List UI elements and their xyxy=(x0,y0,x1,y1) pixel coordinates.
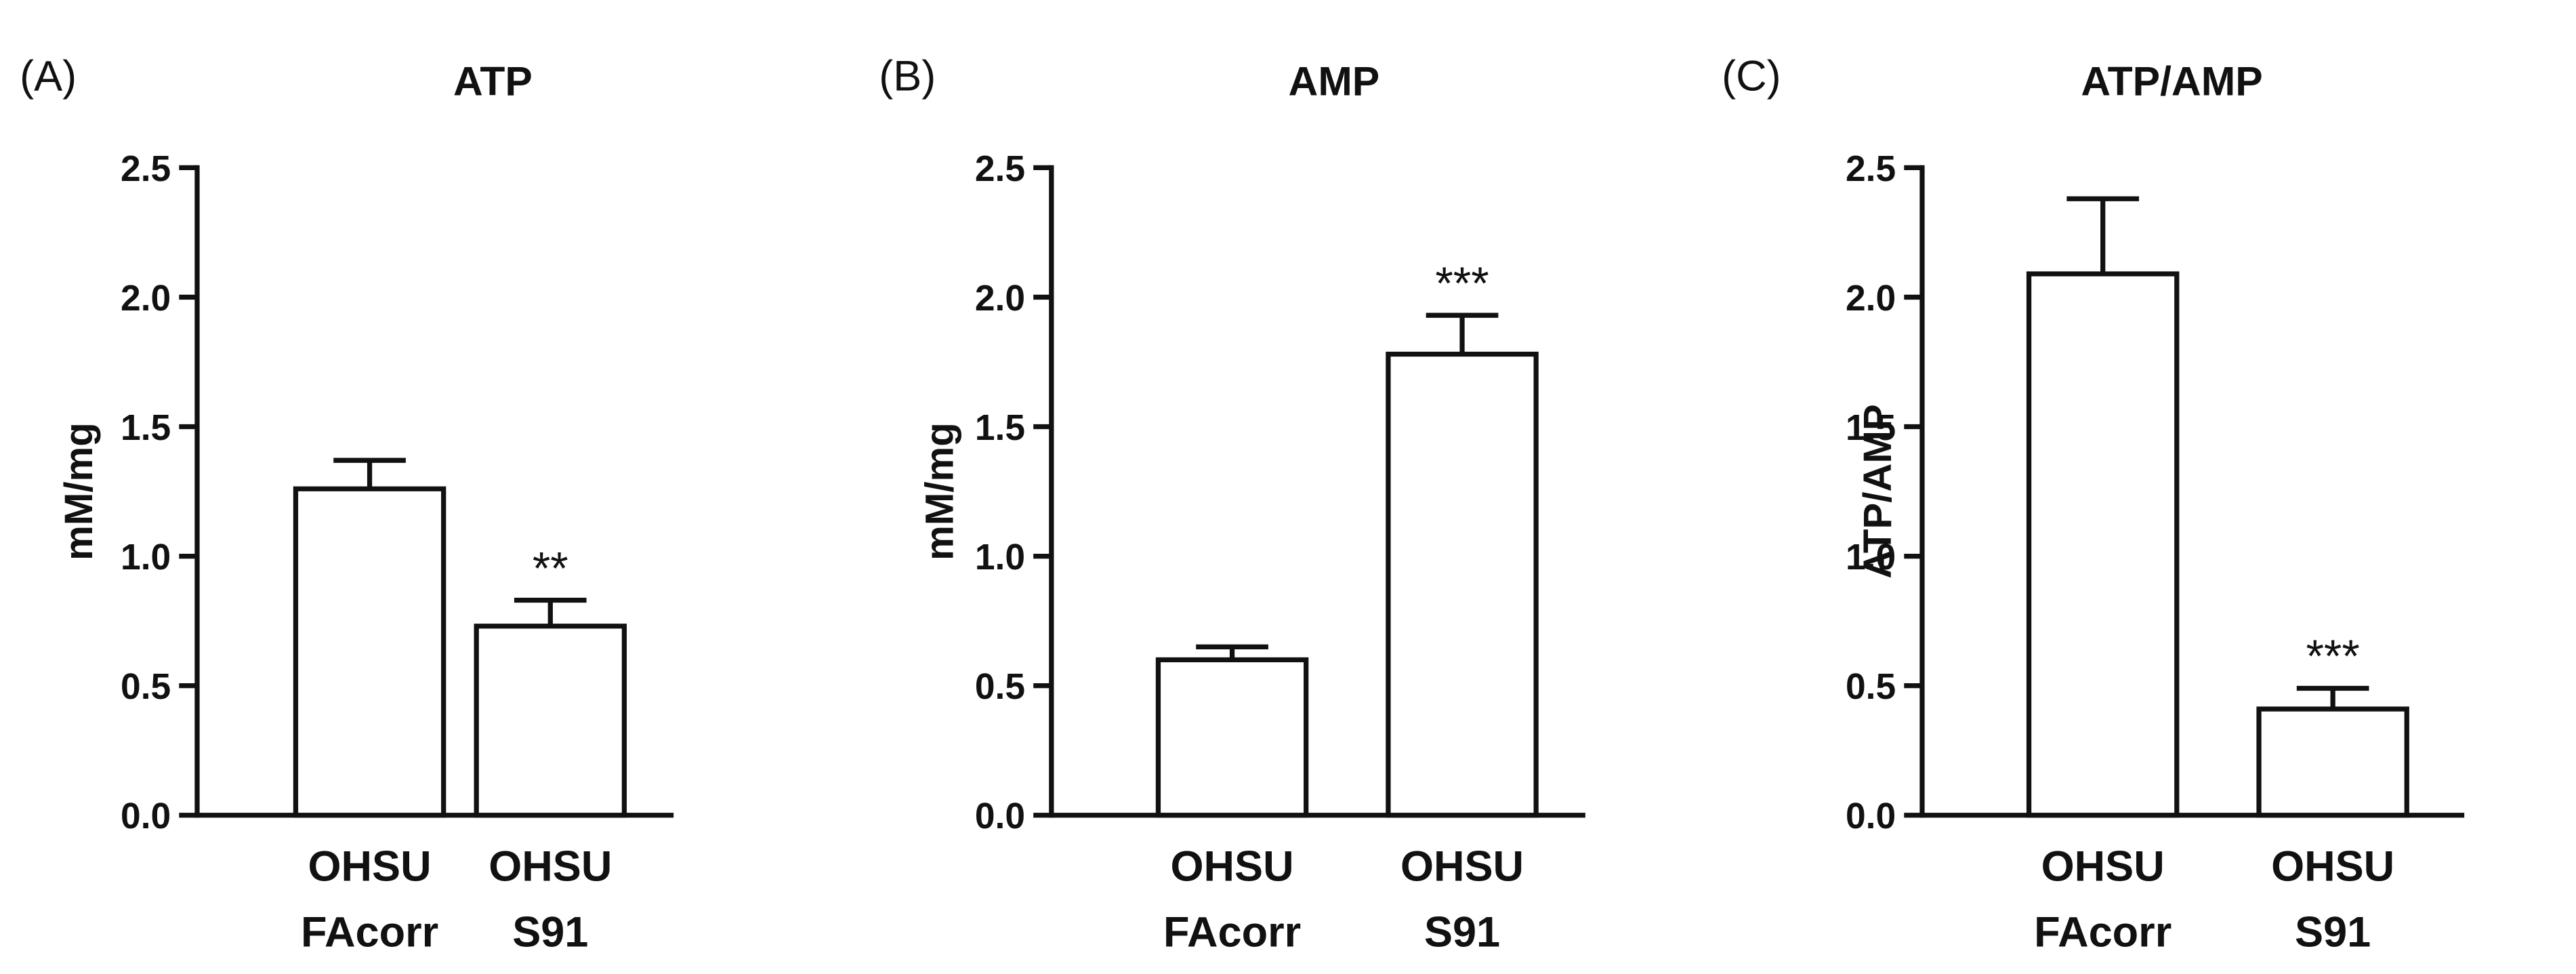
y-tick-label: 2.5 xyxy=(1846,149,1896,189)
y-tick-label: 0.5 xyxy=(121,667,171,707)
y-tick-label: 1.0 xyxy=(1846,537,1896,577)
y-tick-label: 0.0 xyxy=(975,796,1025,836)
chart-title: ATP xyxy=(453,58,533,104)
y-tick-label: 0.5 xyxy=(975,667,1025,707)
y-tick-label: 1.5 xyxy=(1846,408,1896,448)
significance: *** xyxy=(2306,631,2360,682)
y-tick-label: 2.0 xyxy=(121,279,171,319)
x-tick-label: OHSU xyxy=(308,843,432,891)
panel-label: (B) xyxy=(879,52,936,100)
y-axis-label: mM/mg xyxy=(57,422,101,561)
x-tick-label: OHSU xyxy=(2271,843,2394,891)
y-tick-label: 2.5 xyxy=(121,149,171,189)
x-tick-label: OHSU xyxy=(2041,843,2165,891)
y-tick-label: 2.0 xyxy=(1846,279,1896,319)
significance: *** xyxy=(1435,258,1489,309)
x-tick-label: S91 xyxy=(512,909,588,956)
y-tick-label: 1.0 xyxy=(121,537,171,577)
y-tick-label: 1.0 xyxy=(975,537,1025,577)
bar xyxy=(1386,351,1539,818)
y-axis-label: ATP/AMP xyxy=(1856,404,1900,579)
x-tick-label: OHSU xyxy=(489,843,612,891)
x-tick-label: OHSU xyxy=(1400,843,1524,891)
x-tick-label: OHSU xyxy=(1171,843,1294,891)
x-tick-label: FAcorr xyxy=(1163,909,1301,956)
panel-label: (C) xyxy=(1722,52,1781,100)
bar xyxy=(293,486,446,818)
panel-label: (A) xyxy=(20,52,77,100)
bar xyxy=(1155,657,1309,818)
x-tick-label: S91 xyxy=(1424,909,1500,956)
x-tick-label: FAcorr xyxy=(301,909,438,956)
y-tick-label: 2.5 xyxy=(975,149,1025,189)
chart-title: ATP/AMP xyxy=(2081,58,2262,104)
bar xyxy=(2026,271,2180,818)
y-tick-label: 1.5 xyxy=(121,408,171,448)
y-axis-label: mM/mg xyxy=(917,422,961,561)
y-tick-label: 0.5 xyxy=(1846,667,1896,707)
y-tick-label: 0.0 xyxy=(121,796,171,836)
y-tick-label: 2.0 xyxy=(975,279,1025,319)
x-tick-label: FAcorr xyxy=(2034,909,2172,956)
y-tick-label: 0.0 xyxy=(1846,796,1896,836)
significance: ** xyxy=(533,543,568,594)
chart-title: AMP xyxy=(1289,58,1380,104)
bar xyxy=(2256,706,2409,818)
x-tick-label: S91 xyxy=(2295,909,2371,956)
y-tick-label: 1.5 xyxy=(975,408,1025,448)
bar xyxy=(474,624,627,818)
